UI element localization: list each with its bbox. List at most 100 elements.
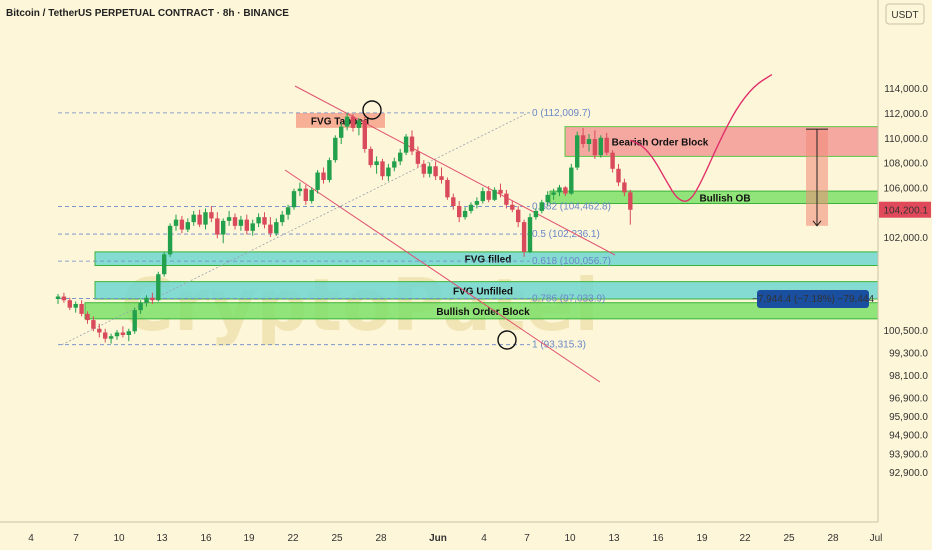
- price-axis-bg: [878, 0, 932, 550]
- projection-path: [630, 73, 773, 202]
- x-tick-label: 4: [28, 533, 34, 544]
- candle-body: [309, 189, 314, 202]
- candle-body: [256, 217, 261, 224]
- candle-body: [79, 303, 84, 314]
- candle-body: [604, 137, 609, 153]
- candle-body: [486, 191, 491, 200]
- candle-body: [439, 176, 444, 180]
- bearish-order-block-label: Bearish Order Block: [612, 138, 709, 149]
- candle-body: [398, 152, 403, 162]
- chart-title: Bitcoin / TetherUS PERPETUAL CONTRACT · …: [6, 8, 289, 19]
- y-tick-label: 94,900.0: [889, 431, 928, 442]
- candle-body: [468, 204, 474, 211]
- candle-body: [126, 331, 131, 335]
- candle-body: [628, 192, 633, 210]
- candle-body: [191, 214, 196, 223]
- candle-body: [563, 187, 568, 194]
- candle-body: [386, 167, 391, 177]
- bearish-order-block-zone: [564, 126, 883, 157]
- candle-body: [108, 336, 114, 339]
- x-tick-label: 7: [73, 533, 79, 544]
- candle-body: [250, 223, 255, 231]
- x-tick-label: 16: [200, 533, 212, 544]
- candle-body: [622, 182, 627, 193]
- candle-body: [55, 296, 61, 299]
- y-tick-label: 96,900.0: [889, 393, 928, 404]
- candle-body: [120, 332, 126, 335]
- measure-label: −7,944.4 (−7.18%) −79,444: [752, 294, 874, 305]
- candle-body: [132, 310, 137, 332]
- candle-body: [226, 217, 232, 221]
- annotations-layer: −7,944.4 (−7.18%) −79,444: [362, 73, 874, 350]
- candle-body: [516, 209, 521, 223]
- candle-body: [209, 212, 214, 219]
- fib-diagonal-line: [61, 112, 529, 346]
- candle-body: [380, 161, 385, 177]
- candle-body: [551, 192, 556, 195]
- candle-body: [616, 168, 621, 183]
- candle-body: [197, 214, 202, 225]
- bullish-ob-label: Bullish OB: [699, 193, 750, 204]
- fib-layer: 0 (112,009.7) 0.382 (104,462.8) 0.5 (102,2…: [58, 108, 611, 351]
- candle-body: [167, 225, 173, 255]
- candle-body: [533, 210, 539, 218]
- candle-body: [474, 201, 480, 205]
- current-price-tag: [879, 201, 931, 218]
- x-tick-label: 13: [156, 533, 168, 544]
- candle-body: [569, 167, 574, 194]
- channel-upper-line: [294, 85, 616, 256]
- x-tick-label: 19: [243, 533, 255, 544]
- candle-body: [138, 302, 143, 311]
- candle-body: [427, 166, 432, 174]
- currency-label: USDT: [891, 10, 918, 21]
- candle-body: [321, 172, 326, 180]
- candle-body: [368, 148, 373, 166]
- candle-body: [144, 297, 149, 303]
- candle-body: [539, 202, 544, 211]
- candle-body: [592, 139, 598, 156]
- candle-body: [274, 222, 279, 234]
- candle-body: [61, 296, 67, 301]
- candle-body: [457, 206, 462, 218]
- candle-body: [179, 219, 185, 230]
- candle-body: [350, 116, 356, 128]
- candle-body: [215, 218, 220, 235]
- candle-body: [291, 191, 297, 208]
- fib-label-1: 1 (93,315.3): [532, 340, 586, 351]
- candle-body: [238, 219, 244, 226]
- candle-body: [150, 297, 155, 301]
- candle-body: [527, 217, 533, 252]
- candle-body: [285, 207, 291, 215]
- candle-body: [409, 136, 415, 152]
- x-tick-label: 28: [375, 533, 387, 544]
- candle-body: [85, 313, 90, 321]
- candle-body: [580, 135, 586, 144]
- candle-body: [73, 303, 78, 308]
- candle-body: [262, 217, 267, 225]
- candle-body: [545, 194, 550, 203]
- fib-label-0.382: 0.382 (104,462.8): [532, 201, 611, 212]
- candle-body: [232, 217, 238, 226]
- x-tick-label: 25: [331, 533, 343, 544]
- bullish-order-block-label: Bullish Order Block: [436, 307, 530, 318]
- candle-body: [327, 160, 332, 180]
- candle-body: [185, 222, 190, 230]
- time-axis-bg: [0, 522, 932, 550]
- candle-body: [374, 161, 379, 166]
- candle-body: [575, 135, 580, 168]
- candle-body: [403, 136, 409, 153]
- candle-body: [203, 212, 208, 225]
- candle-body: [421, 163, 426, 174]
- candles-layer: [55, 113, 633, 344]
- currency-box[interactable]: [885, 3, 925, 25]
- y-tick-label: 93,900.0: [889, 449, 928, 460]
- y-tick-label: 108,000.0: [884, 159, 929, 170]
- trend-lines: [61, 85, 616, 383]
- candle-body: [451, 197, 456, 206]
- candle-body: [339, 126, 344, 138]
- measure-arrow-head: [812, 220, 822, 227]
- fvg-filled-label: FVG filled: [465, 255, 512, 266]
